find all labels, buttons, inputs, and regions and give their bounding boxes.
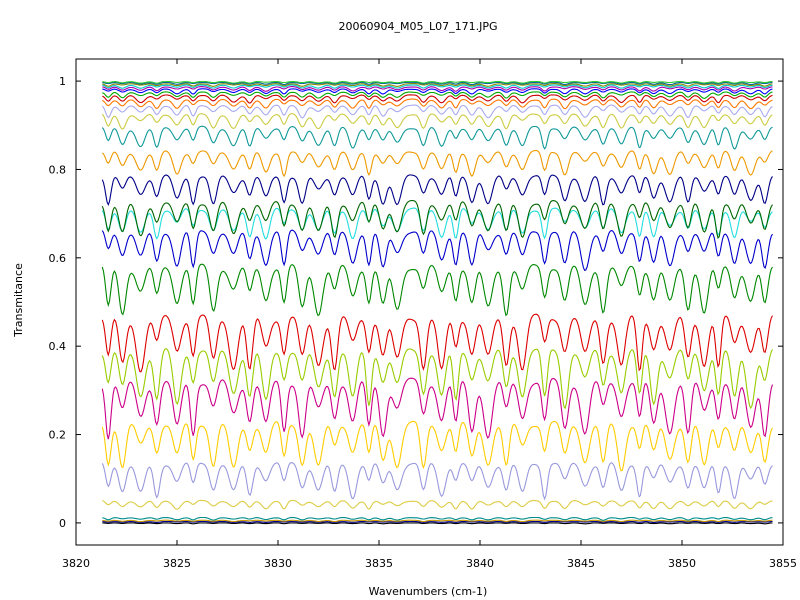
x-axis: 3820 3825 3830 3835 3840 3845 3850 3855 — [62, 59, 797, 570]
series-line — [101, 229, 773, 271]
series-line — [102, 499, 773, 510]
x-tick-label: 3840 — [466, 557, 494, 570]
series-line — [102, 519, 773, 523]
series-line — [102, 520, 773, 523]
series-line — [101, 174, 773, 206]
series-group — [101, 80, 774, 525]
series-line — [102, 516, 773, 521]
series-line — [102, 84, 773, 89]
x-axis-label: Wavenumbers (cm-1) — [369, 585, 488, 598]
y-axis: 0 0.2 0.4 0.6 0.8 1 — [49, 75, 783, 530]
x-tick-label: 3850 — [668, 557, 696, 570]
series-line — [101, 462, 773, 501]
series-line — [101, 377, 774, 440]
series-line — [102, 94, 773, 104]
series-line — [101, 420, 773, 472]
series-line — [102, 81, 773, 86]
series-line — [102, 522, 773, 525]
x-tick-label: 3835 — [365, 557, 393, 570]
series-line — [101, 149, 773, 178]
x-tick-label: 3820 — [62, 557, 90, 570]
y-tick-label: 0.4 — [49, 340, 67, 353]
series-line — [102, 88, 773, 95]
series-line — [101, 104, 773, 119]
y-tick-label: 1 — [59, 75, 66, 88]
series-line — [101, 113, 773, 130]
series-line — [101, 200, 773, 239]
x-tick-label: 3855 — [769, 557, 797, 570]
plot-area — [75, 58, 784, 546]
series-line — [102, 80, 773, 84]
y-tick-label: 0.6 — [49, 252, 67, 265]
series-line — [102, 91, 773, 99]
series-line — [102, 83, 773, 87]
x-tick-label: 3825 — [163, 557, 191, 570]
series-line — [101, 125, 773, 150]
y-tick-label: 0.2 — [49, 429, 67, 442]
series-line — [101, 348, 773, 410]
series-line — [102, 86, 773, 92]
x-tick-label: 3845 — [567, 557, 595, 570]
series-line — [101, 313, 773, 373]
chart-title: 20060904_M05_L07_171.JPG — [339, 20, 498, 33]
y-tick-label: 0 — [59, 517, 66, 530]
y-tick-label: 0.8 — [49, 163, 67, 176]
y-axis-label: Transmitance — [12, 263, 25, 338]
plot-frame — [75, 58, 784, 546]
series-line — [102, 98, 773, 110]
series-line — [101, 263, 773, 317]
x-tick-label: 3830 — [264, 557, 292, 570]
